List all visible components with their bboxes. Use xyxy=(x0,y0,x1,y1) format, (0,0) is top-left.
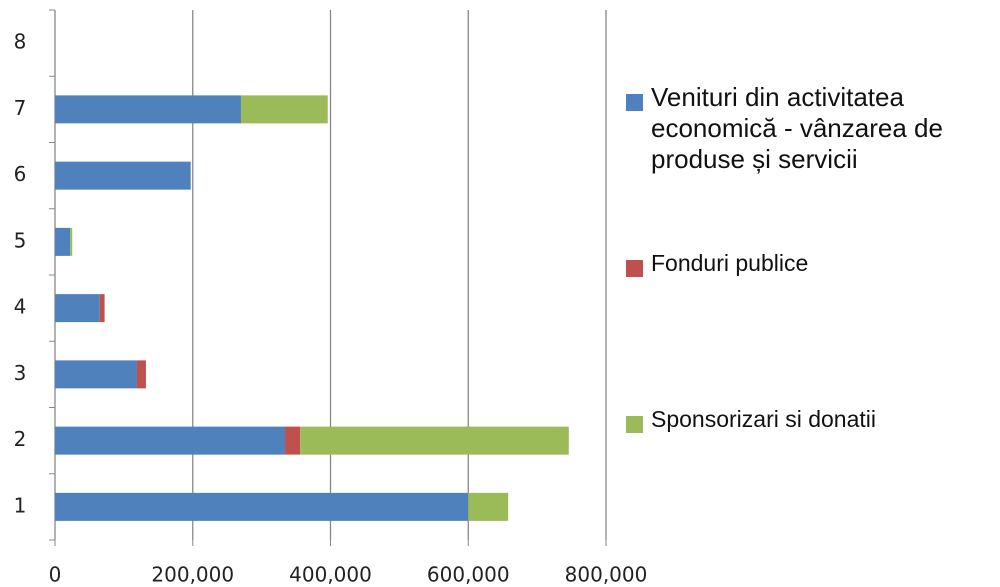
bar xyxy=(99,294,105,323)
legend-swatch xyxy=(626,416,643,434)
y-tick-label: 6 xyxy=(14,162,27,186)
bar xyxy=(300,426,569,455)
bar xyxy=(55,95,241,124)
legend-label: Venituri din activitatea economică - vân… xyxy=(651,82,943,175)
x-tick-label: 0 xyxy=(49,563,62,587)
y-tick-label: 5 xyxy=(14,228,27,252)
bar xyxy=(240,95,328,124)
x-tick-label: 400,000 xyxy=(289,563,372,587)
legend-item: Venituri din activitatea economică - vân… xyxy=(626,82,991,176)
y-tick-label: 2 xyxy=(14,427,27,451)
bar xyxy=(55,426,286,455)
bar xyxy=(285,426,301,455)
legend-item: Sponsorizari si donatii xyxy=(626,406,1000,434)
legend-swatch xyxy=(626,93,643,111)
bar xyxy=(136,360,146,389)
bar xyxy=(55,360,137,389)
bar xyxy=(55,492,469,521)
y-tick-label: 1 xyxy=(14,493,27,517)
y-tick-label: 8 xyxy=(14,30,27,54)
bar xyxy=(55,227,71,256)
bar xyxy=(468,492,509,521)
bar xyxy=(70,227,73,256)
x-tick-label: 800,000 xyxy=(565,563,648,587)
legend-swatch xyxy=(626,260,643,278)
x-tick-label: 600,000 xyxy=(427,563,510,587)
bar xyxy=(55,294,100,323)
y-tick-label: 3 xyxy=(14,361,27,385)
y-tick-label: 4 xyxy=(14,295,27,319)
legend-label: Sponsorizari si donatii xyxy=(651,406,877,432)
bar xyxy=(55,161,191,190)
legend-label: Fonduri publice xyxy=(651,250,809,276)
legend-item: Fonduri publice xyxy=(626,250,1000,278)
y-tick-label: 7 xyxy=(14,96,27,120)
x-tick-label: 200,000 xyxy=(151,563,234,587)
